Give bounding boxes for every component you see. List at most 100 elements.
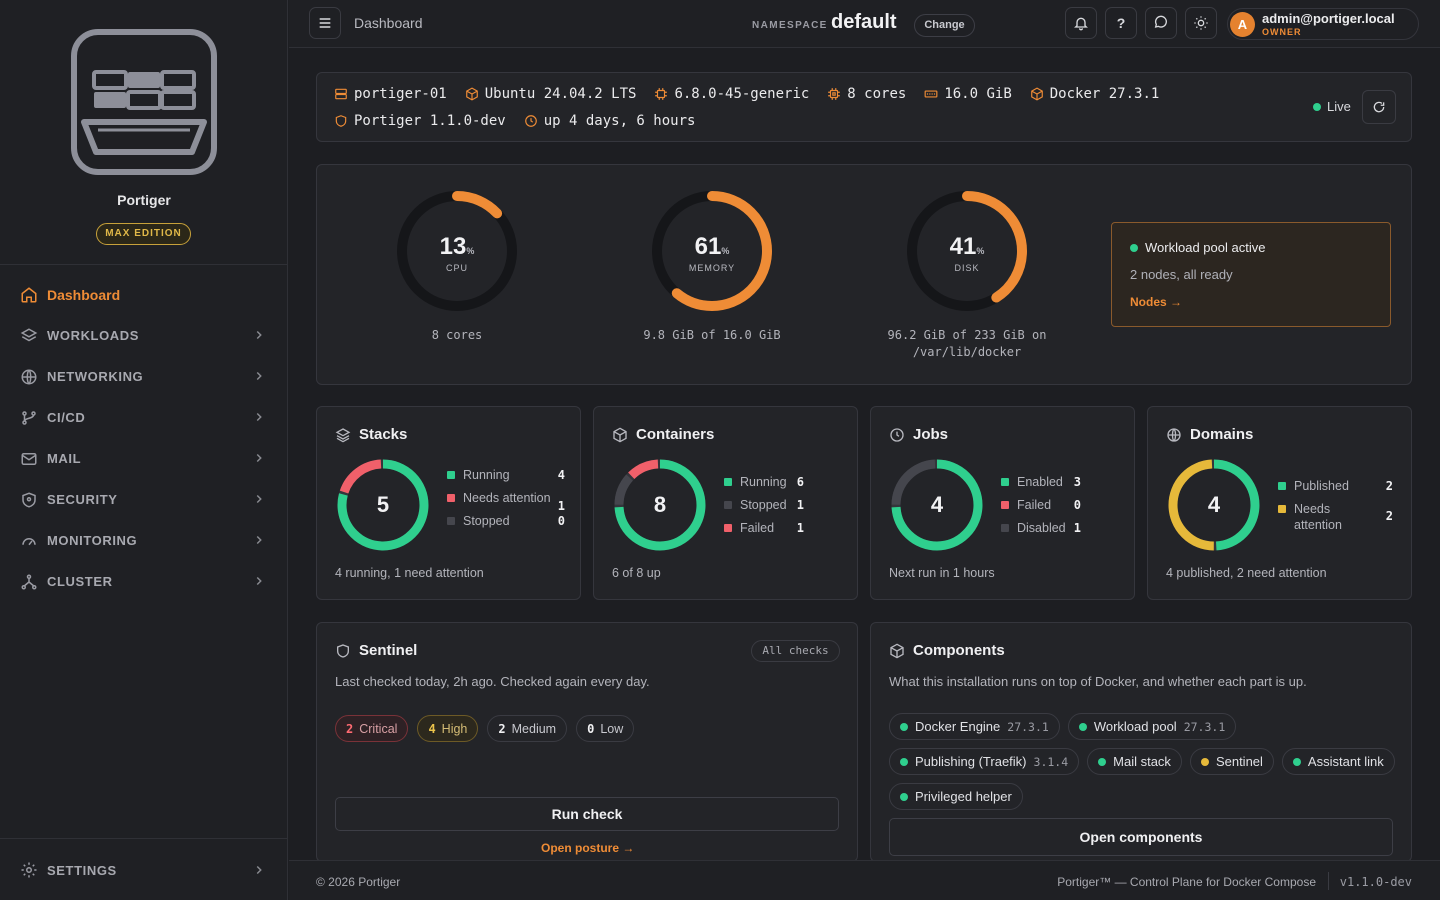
breadcrumb: Dashboard bbox=[354, 15, 423, 31]
component-name: Assistant link bbox=[1307, 754, 1384, 769]
domains-card[interactable]: Domains 4 Published 2 Needs attention 2 4… bbox=[1147, 406, 1412, 600]
nav-mail-label: MAIL bbox=[47, 451, 82, 466]
component-chip[interactable]: Assistant link bbox=[1281, 748, 1395, 775]
user-email: admin@portiger.local bbox=[1262, 11, 1395, 26]
containers-title-text: Containers bbox=[636, 426, 715, 443]
status-dot bbox=[900, 722, 908, 731]
nav-settings[interactable]: SETTINGS bbox=[0, 839, 288, 900]
cores-info: 8 cores bbox=[827, 86, 906, 102]
nav-networking[interactable]: NETWORKING bbox=[0, 356, 288, 397]
legend-value: 1 bbox=[557, 499, 565, 513]
notifications-button[interactable] bbox=[1065, 7, 1097, 39]
containers-card[interactable]: Containers 8 Running 6 Stopped 1 Failed 1 6… bbox=[593, 406, 858, 600]
refresh-button[interactable] bbox=[1362, 90, 1396, 124]
legend-label: Enabled bbox=[1017, 475, 1063, 489]
help-button[interactable]: ? bbox=[1105, 7, 1137, 39]
shield-icon bbox=[337, 643, 349, 658]
component-chip[interactable]: Docker Engine 27.3.1 bbox=[889, 713, 1060, 740]
component-chip[interactable]: Workload pool 27.3.1 bbox=[1067, 713, 1237, 740]
memory-info: 16.0 GiB bbox=[924, 86, 1012, 102]
nav-dashboard[interactable]: Dashboard bbox=[0, 275, 288, 315]
package-icon bbox=[1030, 87, 1043, 101]
memory-value: 61% bbox=[627, 233, 797, 261]
app-version: v1.1.0-dev bbox=[1339, 875, 1412, 889]
cpu-unit: % bbox=[466, 246, 475, 256]
chevron-right-icon bbox=[256, 453, 262, 463]
edition-badge: MAX EDITION bbox=[96, 223, 191, 245]
nav-monitoring-label: MONITORING bbox=[47, 533, 138, 548]
memory-percent: 61 bbox=[694, 233, 722, 260]
user-role: OWNER bbox=[1262, 27, 1302, 37]
gauge-icon bbox=[20, 532, 38, 550]
memory-unit: % bbox=[721, 246, 730, 256]
open-posture-link[interactable]: Open posture → bbox=[541, 841, 635, 855]
disk-ring bbox=[907, 191, 1027, 311]
chevron-right-icon bbox=[256, 412, 262, 422]
component-name: Publishing (Traefik) bbox=[915, 754, 1027, 769]
all-checks-button[interactable]: All checks bbox=[751, 640, 840, 662]
portiger-version: Portiger 1.1.0-dev bbox=[354, 113, 506, 129]
menu-toggle-button[interactable] bbox=[309, 7, 341, 39]
low-pill[interactable]: 0 Low bbox=[576, 715, 635, 742]
domains-donut bbox=[1168, 459, 1260, 551]
memory-arc bbox=[652, 191, 772, 311]
legend-failed: Failed 0 bbox=[1001, 497, 1081, 513]
pool-status-dot bbox=[1130, 243, 1138, 252]
box-icon bbox=[465, 87, 478, 101]
legend-label: Stopped bbox=[740, 498, 787, 512]
stacks-card[interactable]: Stacks 5 Running 4 Needs attention 1 Stopp… bbox=[316, 406, 581, 600]
resource-gauges: 13% CPU 8 cores 61% MEMORY 9.8 GiB of 16… bbox=[316, 164, 1412, 385]
globe-icon bbox=[20, 368, 38, 386]
component-chip[interactable]: Publishing (Traefik) 3.1.4 bbox=[889, 748, 1080, 775]
containers-donut bbox=[614, 459, 706, 551]
open-components-button[interactable]: Open components bbox=[889, 818, 1393, 856]
component-chips: Docker Engine 27.3.1 Workload pool 27.3.1 … bbox=[889, 713, 1399, 810]
nav-cicd[interactable]: CI/CD bbox=[0, 397, 288, 438]
legend-disabled: Disabled 1 bbox=[1001, 520, 1081, 536]
legend-swatch bbox=[1278, 482, 1286, 490]
low-label: Low bbox=[600, 721, 624, 736]
top-header: Dashboard NAMESPACE default Change ? A a… bbox=[289, 0, 1440, 48]
containers-title: Containers bbox=[612, 426, 714, 443]
component-chip[interactable]: Mail stack bbox=[1087, 748, 1182, 775]
component-chip[interactable]: Sentinel bbox=[1189, 748, 1274, 775]
critical-pill[interactable]: 2 Critical bbox=[335, 715, 409, 742]
settings-section: SETTINGS bbox=[0, 838, 288, 900]
nav-settings-label: SETTINGS bbox=[47, 862, 117, 878]
legend-swatch bbox=[447, 471, 455, 479]
legend-published: Published 2 bbox=[1278, 478, 1393, 494]
high-pill[interactable]: 4 High bbox=[417, 715, 479, 742]
memory-ring bbox=[652, 191, 772, 311]
user-menu[interactable]: A admin@portiger.local OWNER bbox=[1227, 8, 1419, 40]
jobs-card[interactable]: Jobs 4 Enabled 3 Failed 0 Disabled 1 Next r… bbox=[870, 406, 1135, 600]
nav-workloads[interactable]: WORKLOADS bbox=[0, 315, 288, 356]
legend-label: Running bbox=[463, 468, 510, 482]
disk-sub: 96.2 GiB of 233 GiB on /var/lib/docker bbox=[887, 328, 1047, 359]
gauge-memory: 61% MEMORY 9.8 GiB of 16.0 GiB bbox=[627, 187, 797, 344]
nav-cluster[interactable]: CLUSTER bbox=[0, 561, 288, 602]
theme-toggle-button[interactable] bbox=[1185, 7, 1217, 39]
high-label: High bbox=[441, 721, 468, 736]
nav-monitoring[interactable]: MONITORING bbox=[0, 520, 288, 561]
components-title: Components bbox=[889, 642, 1005, 659]
sentinel-title: Sentinel bbox=[335, 642, 417, 659]
nav-mail[interactable]: MAIL bbox=[0, 438, 288, 479]
status-dot bbox=[1292, 757, 1301, 766]
nodes-link[interactable]: Nodes → bbox=[1130, 295, 1183, 309]
namespace-change-button[interactable]: Change bbox=[914, 14, 975, 37]
chevron-right-icon bbox=[256, 865, 262, 875]
chat-button[interactable] bbox=[1145, 7, 1177, 39]
box-icon bbox=[613, 427, 627, 442]
pool-title: Workload pool active bbox=[1130, 240, 1265, 255]
nav-networking-label: NETWORKING bbox=[47, 369, 144, 384]
legend-value: 2 bbox=[1385, 509, 1393, 523]
clock-icon bbox=[890, 427, 904, 442]
stacks-total: 5 bbox=[376, 492, 390, 517]
run-check-button[interactable]: Run check bbox=[335, 797, 839, 831]
component-chip[interactable]: Privileged helper bbox=[889, 783, 1023, 810]
legend-value: 2 bbox=[1385, 479, 1393, 493]
legend-value: 1 bbox=[796, 498, 804, 512]
nav-security[interactable]: SECURITY bbox=[0, 479, 288, 520]
medium-pill[interactable]: 2 Medium bbox=[487, 715, 568, 742]
jobs-total: 4 bbox=[930, 492, 944, 517]
